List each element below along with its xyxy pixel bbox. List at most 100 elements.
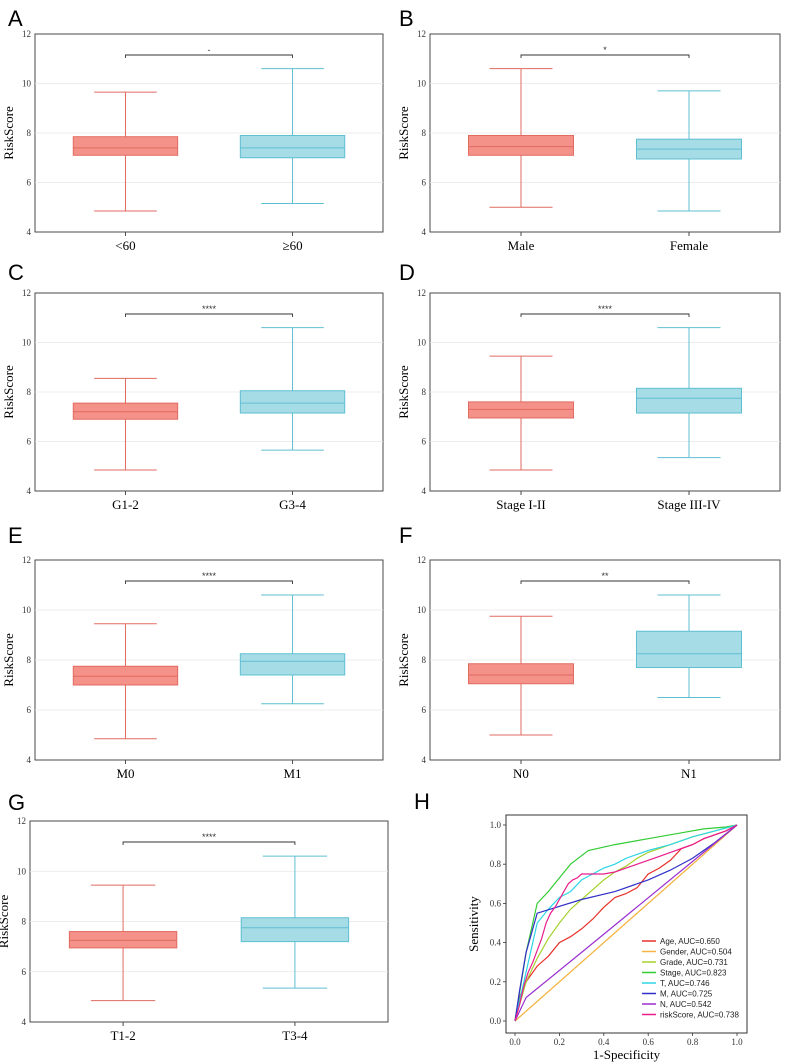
y-tick-label: 4: [27, 227, 32, 237]
y-tick-label: 4: [422, 755, 427, 765]
box-right: [636, 594, 742, 698]
y-tick-label: 4: [27, 486, 32, 496]
panel-c: C 4 6 8 10 12 RiskScore G1-2 G3-4 ****: [1, 260, 384, 512]
legend-entry: Grade, AUC=0.731: [660, 958, 728, 967]
y-tick-label: 6: [22, 967, 27, 977]
box-iqr: [636, 630, 742, 668]
y-tick-label: 12: [22, 29, 31, 39]
box-iqr: [468, 401, 574, 419]
y-tick-label: 10: [22, 338, 32, 348]
box-iqr: [468, 663, 574, 685]
panel-f: F 4 6 8 10 12 RiskScore N0 N1 **: [396, 523, 781, 781]
significance-bracket: [122, 841, 296, 845]
y-tick-label: 10: [417, 605, 427, 615]
legend-entry: N, AUC=0.542: [660, 1000, 712, 1009]
box-iqr: [239, 390, 346, 414]
y-tick-label: 4: [22, 1017, 27, 1027]
significance-label: ****: [202, 832, 217, 842]
y-tick-label: 6: [422, 178, 427, 188]
panel-letter: E: [8, 523, 23, 548]
y-axis-label: RiskScore: [396, 633, 411, 687]
roc-curve-4: [514, 824, 738, 1022]
x-category-label: Stage I-II: [496, 497, 545, 512]
y-tick-label: 12: [22, 288, 31, 298]
box-iqr: [239, 134, 346, 159]
box-iqr: [72, 136, 179, 156]
significance-bracket: [520, 580, 690, 584]
y-tick-label: 8: [27, 128, 32, 138]
significance-bracket: [520, 313, 690, 317]
y-tick-label: 10: [417, 79, 427, 89]
x-category-label: <60: [115, 238, 135, 253]
panel-a: A 4 6 8 10 12 RiskScore <60 ≥60 -: [1, 6, 384, 253]
x-tick-label: 0.4: [598, 1037, 610, 1047]
x-category-label: G3-4: [279, 497, 306, 512]
y-tick-label: 6: [27, 705, 32, 715]
roc-curve-5: [514, 824, 738, 1022]
box-right: [239, 594, 346, 705]
x-category-label: T3-4: [282, 1028, 308, 1043]
y-tick-label: 10: [22, 79, 32, 89]
box-iqr: [468, 134, 574, 156]
panel-letter: D: [399, 260, 415, 285]
y-tick-label: 10: [22, 605, 32, 615]
y-axis-label: RiskScore: [1, 106, 16, 160]
significance-label: ****: [202, 571, 217, 581]
box-iqr: [240, 917, 350, 943]
x-category-label: Male: [508, 238, 535, 253]
x-category-label: T1-2: [110, 1028, 135, 1043]
panel-b: B 4 6 8 10 12 RiskScore Male Female *: [396, 6, 781, 253]
y-axis-label: RiskScore: [396, 365, 411, 419]
y-tick-label: 0.4: [490, 938, 502, 948]
legend-entry: riskScore, AUC=0.738: [660, 1011, 739, 1020]
box-right: [636, 90, 742, 212]
legend-entry: T, AUC=0.746: [660, 979, 710, 988]
box-left: [468, 355, 574, 471]
y-tick-label: 0.6: [490, 898, 502, 908]
box-left: [468, 68, 574, 208]
box-iqr: [72, 402, 179, 420]
legend-entry: Gender, AUC=0.504: [660, 948, 732, 957]
y-tick-label: 6: [27, 178, 32, 188]
significance-label: *: [603, 45, 607, 55]
x-category-label: M1: [283, 766, 301, 781]
significance-bracket: [125, 54, 293, 58]
x-tick-label: 0.8: [687, 1037, 699, 1047]
x-tick-label: 0.2: [554, 1037, 565, 1047]
significance-label: ****: [598, 304, 613, 314]
x-category-label: G1-2: [112, 497, 139, 512]
box-left: [468, 615, 574, 736]
box-iqr: [636, 387, 742, 414]
y-tick-label: 6: [27, 437, 32, 447]
y-tick-label: 10: [417, 338, 427, 348]
x-category-label: Stage III-IV: [657, 497, 721, 512]
x-category-label: M0: [116, 766, 134, 781]
panel-g: G 4 6 8 10 12 RiskScore T1-2 T3-4 ****: [0, 790, 389, 1043]
panel-letter: H: [414, 789, 430, 814]
y-tick-label: 0.8: [490, 859, 502, 869]
y-tick-label: 8: [22, 917, 27, 927]
y-tick-label: 8: [422, 128, 427, 138]
roc-curve-2: [514, 824, 738, 1022]
y-tick-label: 8: [27, 387, 32, 397]
box-right: [636, 327, 742, 459]
y-axis-label: RiskScore: [1, 365, 16, 419]
box-right: [240, 855, 350, 989]
box-iqr: [72, 665, 179, 686]
panel-e: E 4 6 8 10 12 RiskScore M0 M1 ****: [1, 523, 384, 781]
box-iqr: [68, 931, 178, 949]
y-tick-label: 8: [27, 655, 32, 665]
roc-curve-7: [514, 824, 738, 1022]
x-category-label: Female: [670, 238, 708, 253]
panel-letter: C: [8, 260, 24, 285]
y-tick-label: 12: [417, 29, 426, 39]
panel-h: H 0.0 0.2 0.4 0.6 0.8 1.0 0.0 0.2 0.4 0.6 0.8 1.0 1-S…: [414, 789, 748, 1062]
y-tick-label: 10: [17, 866, 27, 876]
y-tick-label: 6: [422, 437, 427, 447]
box-left: [72, 91, 179, 212]
panel-letter: F: [399, 523, 412, 548]
y-axis-label: Sensitivity: [466, 896, 481, 952]
y-tick-label: 12: [417, 555, 426, 565]
y-axis-label: RiskScore: [0, 895, 11, 949]
